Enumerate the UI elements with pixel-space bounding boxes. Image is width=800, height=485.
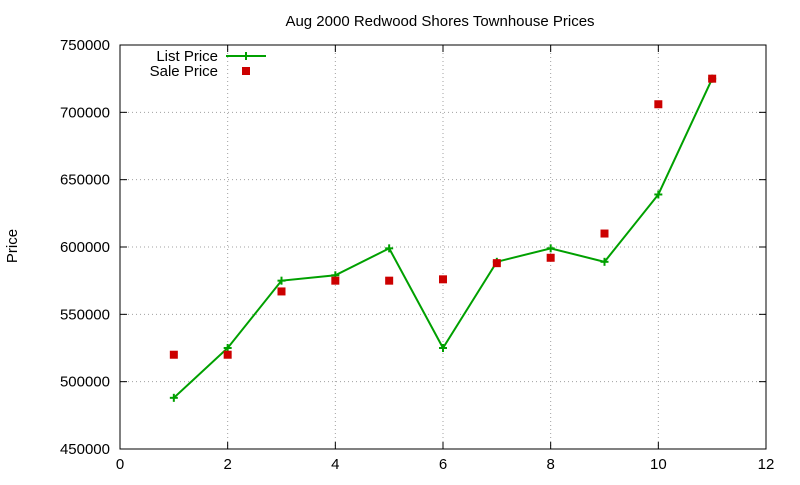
- data-point: [546, 244, 555, 253]
- x-tick-label: 8: [546, 456, 554, 473]
- data-point: [708, 74, 717, 83]
- data-point: [439, 275, 447, 284]
- grid-lines: [120, 45, 766, 449]
- data-point: [169, 393, 178, 402]
- x-tick-label: 4: [331, 456, 339, 473]
- y-tick-label: 750000: [60, 37, 110, 54]
- data-point: [277, 276, 286, 285]
- data-point: [277, 287, 286, 296]
- series-sale-price: [169, 74, 717, 359]
- x-tick-label: 12: [758, 456, 775, 473]
- series-list-price: [169, 74, 717, 402]
- data-point: [169, 350, 178, 359]
- legend-marker: [242, 67, 250, 75]
- y-axis-label: Price: [4, 229, 21, 263]
- y-tick-label: 700000: [60, 104, 110, 121]
- data-point: [654, 190, 663, 199]
- y-tick-label: 450000: [60, 441, 110, 458]
- x-tick-label: 2: [223, 456, 231, 473]
- axes: 0 2 4 6 8 10 12 450000 500000 550000 600000 650000 7…: [60, 37, 774, 473]
- y-tick-label: 650000: [60, 172, 110, 189]
- y-tick-label: 550000: [60, 306, 110, 323]
- chart-title: Aug 2000 Redwood Shores Townhouse Prices: [285, 13, 594, 30]
- y-tick-label: 600000: [60, 239, 110, 256]
- x-tick-label: 0: [116, 456, 124, 473]
- data-point: [546, 253, 555, 262]
- legend-label: Sale Price: [150, 63, 218, 80]
- data-point: [223, 344, 232, 352]
- x-tick-label: 6: [439, 456, 447, 473]
- legend-marker: [242, 52, 250, 60]
- data-point: [600, 229, 609, 238]
- y-tick-label: 500000: [60, 374, 110, 391]
- data-point: [331, 276, 340, 285]
- data-point: [600, 257, 609, 266]
- data-point: [223, 350, 232, 359]
- data-point: [385, 276, 394, 285]
- data-point: [385, 244, 394, 253]
- x-tick-label: 10: [650, 456, 667, 473]
- data-point: [654, 100, 663, 109]
- legend-label: List Price: [156, 48, 218, 65]
- data-point: [492, 259, 501, 268]
- data-series: [169, 74, 717, 402]
- data-point: [439, 344, 447, 352]
